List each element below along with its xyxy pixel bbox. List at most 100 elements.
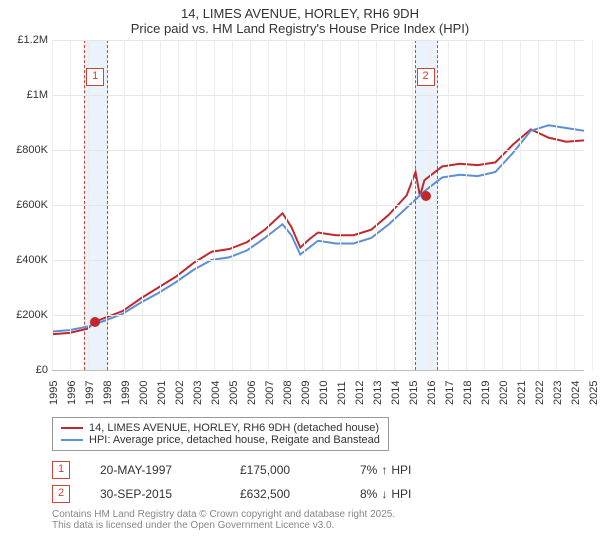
x-tick-label: 2011 xyxy=(336,381,348,405)
gridline-v xyxy=(340,40,341,370)
x-tick-label: 2014 xyxy=(390,381,402,405)
x-tick-label: 2015 xyxy=(408,381,420,405)
x-tick-label: 1999 xyxy=(120,381,132,405)
x-tick-label: 2001 xyxy=(156,381,168,405)
gridline-v xyxy=(124,40,125,370)
gridline-v xyxy=(232,40,233,370)
gridline-v xyxy=(484,40,485,370)
sale-price: £175,000 xyxy=(240,463,330,477)
y-tick-label: £0 xyxy=(36,364,48,376)
gridline-v xyxy=(502,40,503,370)
series-line xyxy=(52,125,584,331)
gridline-v xyxy=(70,40,71,370)
legend-item: HPI: Average price, detached house, Reig… xyxy=(61,434,380,446)
y-tick-label: £1M xyxy=(27,89,48,101)
gridline-v xyxy=(178,40,179,370)
plot-area: £0£200K£400K£600K£800K£1M£1.2M 12 xyxy=(52,40,584,371)
x-tick-label: 2005 xyxy=(228,381,240,405)
x-tick-label: 2025 xyxy=(588,381,600,405)
sales-table: 1 20-MAY-1997 £175,000 7% ↑ HPI 2 30-SEP-2015 £6… xyxy=(52,461,590,503)
x-tick-label: 2002 xyxy=(174,381,186,405)
gridline-v xyxy=(286,40,287,370)
gridline-v xyxy=(160,40,161,370)
x-tick-label: 2020 xyxy=(498,381,510,405)
diff-label: HPI xyxy=(391,487,411,501)
x-tick-label: 2021 xyxy=(516,381,528,405)
gridline-v xyxy=(556,40,557,370)
gridline-v xyxy=(430,40,431,370)
x-tick-label: 2022 xyxy=(534,381,546,405)
sale-date: 30-SEP-2015 xyxy=(100,487,210,501)
gridline-v xyxy=(322,40,323,370)
gridline-v xyxy=(52,40,53,370)
gridline-v xyxy=(538,40,539,370)
gridline-v xyxy=(574,40,575,370)
gridline-v xyxy=(304,40,305,370)
x-tick-label: 2006 xyxy=(246,381,258,405)
sale-marker-dot xyxy=(421,191,431,201)
gridline-v xyxy=(250,40,251,370)
x-tick-label: 1998 xyxy=(102,381,114,405)
legend-label: HPI: Average price, detached house, Reig… xyxy=(89,434,380,446)
sale-number: 2 xyxy=(52,485,70,503)
legend-item: 14, LIMES AVENUE, HORLEY, RH6 9DH (detac… xyxy=(61,422,380,434)
gridline-v xyxy=(376,40,377,370)
x-tick-label: 2018 xyxy=(462,381,474,405)
x-tick-label: 2016 xyxy=(426,381,438,405)
gridline-v xyxy=(196,40,197,370)
gridline-v xyxy=(394,40,395,370)
y-tick-label: £800K xyxy=(16,144,48,156)
footer-copyright: Contains HM Land Registry data © Crown c… xyxy=(52,509,590,520)
x-tick-label: 2008 xyxy=(282,381,294,405)
x-tick-label: 2017 xyxy=(444,381,456,405)
series-line xyxy=(52,129,584,334)
title-subtitle: Price paid vs. HM Land Registry's House … xyxy=(10,21,590,36)
legend-swatch xyxy=(61,439,83,441)
sale-flag: 2 xyxy=(417,68,435,86)
x-tick-label: 2003 xyxy=(192,381,204,405)
gridline-v xyxy=(592,40,593,370)
x-tick-label: 2013 xyxy=(372,381,384,405)
gridline-v xyxy=(412,40,413,370)
x-tick-label: 2024 xyxy=(570,381,582,405)
title-address: 14, LIMES AVENUE, HORLEY, RH6 9DH xyxy=(10,6,590,21)
legend-label: 14, LIMES AVENUE, HORLEY, RH6 9DH (detac… xyxy=(89,422,379,434)
diff-arrow-icon: ↑ xyxy=(381,463,387,477)
legend-swatch xyxy=(61,427,83,429)
gridline-h xyxy=(52,40,584,41)
gridline-h xyxy=(52,205,584,206)
diff-arrow-icon: ↓ xyxy=(381,487,387,501)
y-axis-labels: £0£200K£400K£600K£800K£1M£1.2M xyxy=(8,40,50,370)
x-tick-label: 2010 xyxy=(318,381,330,405)
gridline-v xyxy=(466,40,467,370)
gridline-v xyxy=(214,40,215,370)
gridline-v xyxy=(358,40,359,370)
title-block: 14, LIMES AVENUE, HORLEY, RH6 9DH Price … xyxy=(10,6,590,36)
diff-label: HPI xyxy=(391,463,411,477)
sale-hpi-diff: 7% ↑ HPI xyxy=(360,463,411,477)
y-tick-label: £200K xyxy=(16,309,48,321)
diff-pct: 7% xyxy=(360,463,377,477)
sale-row: 1 20-MAY-1997 £175,000 7% ↑ HPI xyxy=(52,461,590,479)
sale-price: £632,500 xyxy=(240,487,330,501)
footer-licence: This data is licensed under the Open Gov… xyxy=(52,520,590,531)
x-axis-labels: 1995199619971998199920002001200220032004… xyxy=(52,371,584,411)
x-tick-label: 1996 xyxy=(66,381,78,405)
sale-number: 1 xyxy=(52,461,70,479)
gridline-v xyxy=(106,40,107,370)
x-tick-label: 2004 xyxy=(210,381,222,405)
x-tick-label: 2009 xyxy=(300,381,312,405)
gridline-h xyxy=(52,315,584,316)
gridline-v xyxy=(448,40,449,370)
gridline-h xyxy=(52,150,584,151)
y-tick-label: £1.2M xyxy=(17,34,48,46)
sale-date: 20-MAY-1997 xyxy=(100,463,210,477)
sale-flag: 1 xyxy=(86,68,104,86)
chart-container: 14, LIMES AVENUE, HORLEY, RH6 9DH Price … xyxy=(0,0,600,539)
x-tick-label: 2007 xyxy=(264,381,276,405)
x-tick-label: 2012 xyxy=(354,381,366,405)
y-tick-label: £600K xyxy=(16,199,48,211)
gridline-v xyxy=(520,40,521,370)
x-tick-label: 2019 xyxy=(480,381,492,405)
x-tick-label: 1995 xyxy=(48,381,60,405)
